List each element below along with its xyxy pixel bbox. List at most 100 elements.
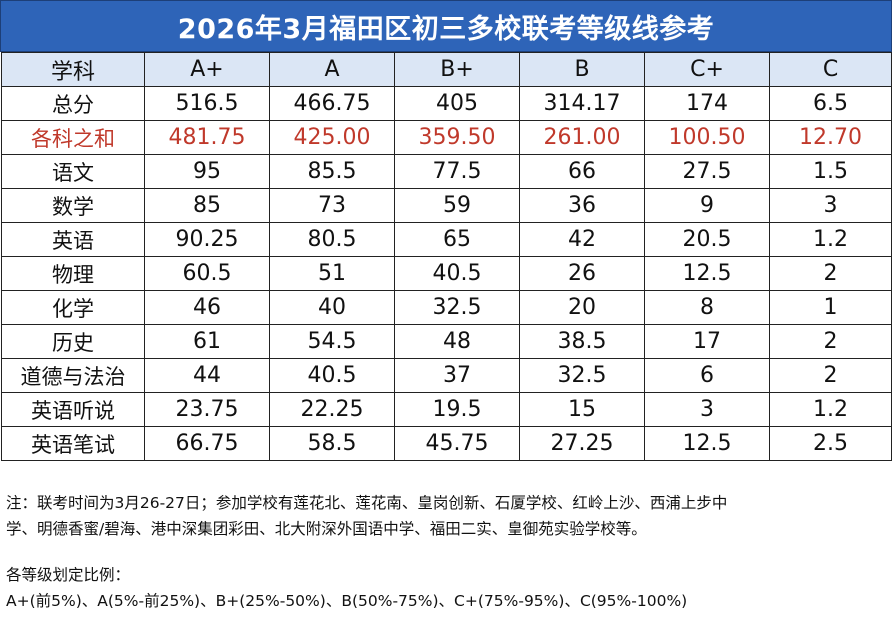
score-cell: 26 — [519, 256, 645, 291]
score-cell: 66.75 — [144, 426, 270, 461]
score-cell: 37 — [394, 358, 520, 393]
table-row: 物理 60.5 51 40.5 26 12.5 2 — [1, 256, 892, 291]
score-cell: 54.5 — [269, 324, 395, 359]
score-cell: 46 — [144, 290, 270, 325]
header-cell-subject: 学科 — [1, 52, 145, 87]
page-title: 2026年3月福田区初三多校联考等级线参考 — [0, 0, 892, 52]
score-cell: 1.2 — [769, 392, 892, 427]
score-cell: 2 — [769, 324, 892, 359]
header-cell-b: B — [519, 52, 645, 87]
table-row: 总分 516.5 466.75 405 314.17 174 6.5 — [1, 86, 892, 121]
table-row: 数学 85 73 59 36 9 3 — [1, 188, 892, 223]
header-cell-a: A — [269, 52, 395, 87]
score-cell: 314.17 — [519, 86, 645, 121]
subject-cell: 道德与法治 — [1, 358, 145, 393]
score-cell: 95 — [144, 154, 270, 189]
score-cell: 481.75 — [144, 120, 270, 155]
score-cell: 59 — [394, 188, 520, 223]
ratio-heading: 各等级划定比例： — [6, 566, 131, 584]
score-cell: 9 — [644, 188, 770, 223]
score-cell: 85.5 — [269, 154, 395, 189]
subject-cell: 各科之和 — [1, 120, 145, 155]
table-body: 总分 516.5 466.75 405 314.17 174 6.5 各科之和 481.75 42… — [1, 86, 892, 461]
score-cell: 516.5 — [144, 86, 270, 121]
score-cell: 40 — [269, 290, 395, 325]
score-cell: 3 — [644, 392, 770, 427]
score-cell: 6 — [644, 358, 770, 393]
score-cell: 261.00 — [519, 120, 645, 155]
table-row: 历史 61 54.5 48 38.5 17 2 — [1, 324, 892, 359]
table-row: 化学 46 40 32.5 20 8 1 — [1, 290, 892, 325]
header-cell-b-plus: B+ — [394, 52, 520, 87]
score-cell: 15 — [519, 392, 645, 427]
score-cell: 73 — [269, 188, 395, 223]
score-cell: 2 — [769, 256, 892, 291]
header-cell-c-plus: C+ — [644, 52, 770, 87]
score-cell: 38.5 — [519, 324, 645, 359]
table-row: 各科之和 481.75 425.00 359.50 261.00 100.50 12.70 — [1, 120, 892, 155]
subject-cell: 化学 — [1, 290, 145, 325]
score-cell: 51 — [269, 256, 395, 291]
score-cell: 48 — [394, 324, 520, 359]
score-cell: 466.75 — [269, 86, 395, 121]
score-cell: 32.5 — [394, 290, 520, 325]
score-cell: 174 — [644, 86, 770, 121]
subject-cell: 数学 — [1, 188, 145, 223]
note-line-1: 注：联考时间为3月26-27日；参加学校有莲花北、莲花南、皇岗创新、石厦学校、红… — [6, 494, 728, 512]
grade-threshold-table: 学科 A+ A B+ B C+ C 总分 516.5 466.75 405 314.17… — [1, 52, 892, 461]
subject-cell: 英语 — [1, 222, 145, 257]
score-cell: 19.5 — [394, 392, 520, 427]
score-cell: 80.5 — [269, 222, 395, 257]
score-cell: 77.5 — [394, 154, 520, 189]
score-cell: 22.25 — [269, 392, 395, 427]
score-cell: 3 — [769, 188, 892, 223]
score-cell: 36 — [519, 188, 645, 223]
score-cell: 8 — [644, 290, 770, 325]
table-row: 英语听说 23.75 22.25 19.5 15 3 1.2 — [1, 392, 892, 427]
score-cell: 100.50 — [644, 120, 770, 155]
score-cell: 1.2 — [769, 222, 892, 257]
score-cell: 1 — [769, 290, 892, 325]
header-cell-c: C — [769, 52, 892, 87]
table-row: 英语 90.25 80.5 65 42 20.5 1.2 — [1, 222, 892, 257]
table-row: 语文 95 85.5 77.5 66 27.5 1.5 — [1, 154, 892, 189]
ratio-text: A+(前5%)、A(5%-前25%)、B+(25%-50%)、B(50%-75%… — [6, 592, 688, 610]
score-cell: 42 — [519, 222, 645, 257]
score-cell: 405 — [394, 86, 520, 121]
score-cell: 40.5 — [269, 358, 395, 393]
subject-cell: 英语听说 — [1, 392, 145, 427]
table-header-row: 学科 A+ A B+ B C+ C — [1, 52, 892, 87]
score-cell: 1.5 — [769, 154, 892, 189]
score-cell: 27.25 — [519, 426, 645, 461]
score-cell: 17 — [644, 324, 770, 359]
table-row: 道德与法治 44 40.5 37 32.5 6 2 — [1, 358, 892, 393]
table-row: 英语笔试 66.75 58.5 45.75 27.25 12.5 2.5 — [1, 426, 892, 461]
score-cell: 66 — [519, 154, 645, 189]
note-line-2: 学、明德香蜜/碧海、港中深集团彩田、北大附深外国语中学、福田二实、皇御苑实验学校… — [6, 520, 647, 538]
score-cell: 45.75 — [394, 426, 520, 461]
score-cell: 23.75 — [144, 392, 270, 427]
subject-cell: 总分 — [1, 86, 145, 121]
score-cell: 44 — [144, 358, 270, 393]
notes-section: 注：联考时间为3月26-27日；参加学校有莲花北、莲花南、皇岗创新、石厦学校、红… — [6, 490, 886, 614]
score-cell: 20 — [519, 290, 645, 325]
subject-cell: 历史 — [1, 324, 145, 359]
score-cell: 90.25 — [144, 222, 270, 257]
score-cell: 6.5 — [769, 86, 892, 121]
score-cell: 40.5 — [394, 256, 520, 291]
score-cell: 2.5 — [769, 426, 892, 461]
score-cell: 425.00 — [269, 120, 395, 155]
score-cell: 2 — [769, 358, 892, 393]
score-cell: 58.5 — [269, 426, 395, 461]
score-cell: 27.5 — [644, 154, 770, 189]
header-cell-a-plus: A+ — [144, 52, 270, 87]
score-cell: 61 — [144, 324, 270, 359]
score-cell: 12.5 — [644, 426, 770, 461]
score-cell: 60.5 — [144, 256, 270, 291]
score-cell: 32.5 — [519, 358, 645, 393]
score-cell: 12.70 — [769, 120, 892, 155]
subject-cell: 语文 — [1, 154, 145, 189]
score-cell: 20.5 — [644, 222, 770, 257]
score-cell: 12.5 — [644, 256, 770, 291]
